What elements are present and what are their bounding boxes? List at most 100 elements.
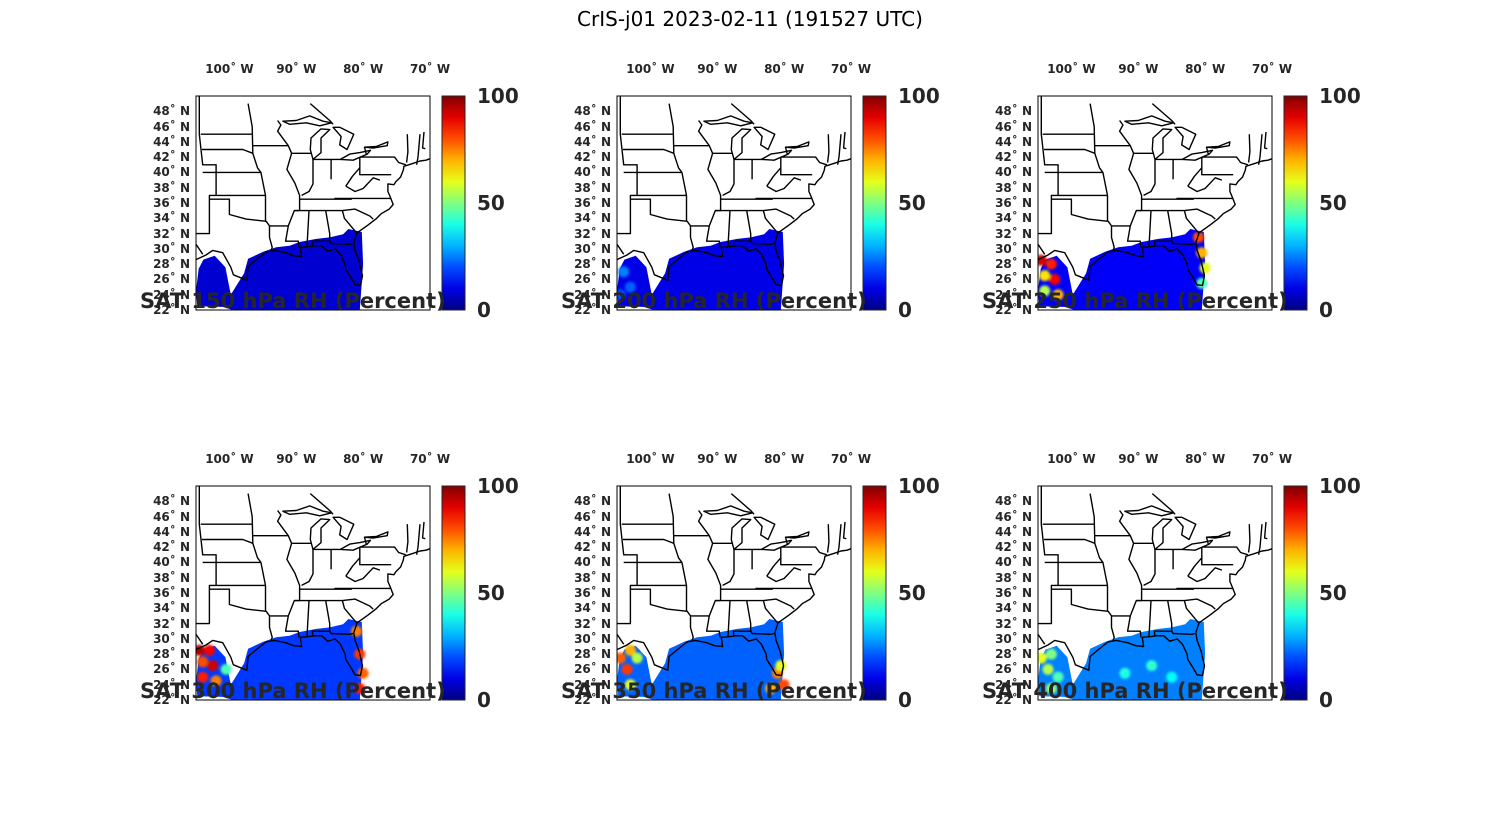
rh-observation: [617, 289, 626, 301]
lon-tick-label: 70˚ W: [409, 452, 451, 466]
lon-tick-label: 70˚ W: [830, 452, 872, 466]
rh-observation: [210, 675, 222, 687]
map-plot: [195, 95, 466, 311]
rh-observation: [778, 679, 790, 691]
lat-tick-label: 24˚ N: [153, 677, 190, 692]
rh-observation: [1196, 277, 1208, 289]
state-border: [294, 208, 374, 220]
lat-tick-label: 24˚ N: [995, 287, 1032, 302]
great-lake: [1151, 128, 1173, 161]
state-border: [329, 240, 354, 246]
lat-tick-label: 48˚ N: [153, 494, 190, 509]
rh-observation: [1193, 231, 1204, 243]
lon-tick-label: 90˚ W: [276, 62, 317, 76]
lat-tick-label: 42˚ N: [574, 540, 611, 555]
colorbar-tick-label: 0: [477, 298, 491, 322]
rh-observation: [1119, 667, 1131, 679]
lat-tick-label: 22˚ N: [995, 693, 1032, 707]
colorbar: [1284, 96, 1307, 310]
colorbar-tick-label: 100: [1319, 474, 1361, 498]
rh-observation: [197, 671, 209, 683]
state-border: [345, 557, 361, 577]
colorbar-frame: [441, 95, 466, 311]
colorbar-frame: [1283, 485, 1308, 701]
state-border: [1263, 131, 1268, 150]
map-plot: [1037, 95, 1308, 311]
lat-tick-label: 30˚ N: [574, 631, 611, 646]
map-frame: [616, 95, 852, 311]
lat-tick-label: 40˚ N: [574, 555, 611, 570]
rh-observation: [1039, 270, 1051, 282]
map-frame: [1037, 485, 1273, 701]
colorbar-tick-label: 50: [477, 191, 505, 215]
state-borders: [617, 486, 851, 677]
state-borders: [196, 96, 430, 287]
rh-observation: [1045, 683, 1057, 694]
lat-tick-label: 28˚ N: [153, 257, 190, 272]
lat-tick-label: 36˚ N: [574, 586, 611, 600]
state-border: [1153, 210, 1173, 247]
state-border: [359, 157, 392, 176]
great-lake: [1205, 141, 1231, 149]
state-border: [345, 567, 381, 583]
great-lake: [339, 539, 372, 551]
state-border: [286, 153, 301, 211]
state-border: [707, 543, 722, 601]
rh-observation: [1038, 254, 1047, 266]
great-lake: [703, 115, 754, 127]
lon-tick-label: 100˚ W: [205, 452, 254, 466]
state-border: [247, 493, 267, 612]
lat-tick-label: 32˚ N: [574, 616, 611, 631]
panel-caption: SAT 300 hPa RH (Percent): [140, 679, 446, 703]
lat-tick-label: 44˚ N: [574, 524, 611, 539]
colorbar-tick-label: 50: [898, 581, 926, 605]
state-border: [1038, 486, 1059, 645]
rh-observation: [1049, 273, 1061, 285]
lat-tick-label: 34˚ N: [153, 211, 190, 226]
lat-tick-label: 32˚ N: [153, 226, 190, 241]
lat-tick-label: 46˚ N: [153, 509, 190, 524]
state-border: [1148, 210, 1152, 247]
map-frame: [1037, 95, 1273, 311]
colorbar-tick-label: 50: [1319, 581, 1347, 605]
state-border: [1111, 615, 1142, 638]
rh-observation: [203, 644, 215, 656]
lat-tick-label: 38˚ N: [153, 180, 190, 195]
coastline: [617, 548, 851, 677]
state-border: [415, 134, 421, 165]
coastline: [617, 158, 851, 287]
state-border: [1201, 546, 1249, 556]
state-border: [421, 131, 426, 150]
state-border: [1051, 588, 1113, 617]
lat-tick-label: 48˚ N: [995, 494, 1032, 509]
lat-tick-label: 40˚ N: [574, 165, 611, 180]
state-borders: [1038, 486, 1272, 677]
lon-tick-label: 90˚ W: [697, 452, 738, 466]
lat-tick-label: 28˚ N: [153, 647, 190, 662]
state-border: [1089, 103, 1109, 222]
map-panel: 100˚ W 90˚ W 80˚ W 70˚ W 48˚ N 46˚ N 44˚ N 42˚ …: [140, 452, 520, 742]
lat-tick-label: 44˚ N: [153, 134, 190, 149]
rh-observation: [354, 683, 366, 694]
state-border: [1089, 493, 1109, 612]
great-lake: [1124, 505, 1175, 517]
lon-tick-label: 90˚ W: [697, 62, 738, 76]
lat-tick-label: 38˚ N: [153, 570, 190, 585]
lat-tick-label: 32˚ N: [574, 226, 611, 241]
map-panel: 100˚ W 90˚ W 80˚ W 70˚ W 48˚ N 46˚ N 44˚ N 42˚ …: [140, 62, 520, 352]
state-border: [780, 547, 813, 566]
state-border: [750, 240, 775, 246]
lat-tick-label: 36˚ N: [574, 196, 611, 210]
lat-tick-label: 46˚ N: [995, 509, 1032, 524]
lon-tick-label: 100˚ W: [626, 62, 675, 76]
lon-tick-label: 80˚ W: [1185, 62, 1226, 76]
state-border: [1128, 153, 1143, 211]
lat-tick-label: 46˚ N: [574, 509, 611, 524]
state-border: [1187, 567, 1223, 583]
map-plot: [616, 485, 887, 701]
lat-tick-label: 26˚ N: [153, 272, 190, 287]
state-border: [1110, 225, 1115, 252]
lat-tick-label: 44˚ N: [574, 134, 611, 149]
lon-tick-label: 70˚ W: [830, 62, 872, 76]
panel-caption: SAT 250 hPa RH (Percent): [982, 289, 1288, 313]
